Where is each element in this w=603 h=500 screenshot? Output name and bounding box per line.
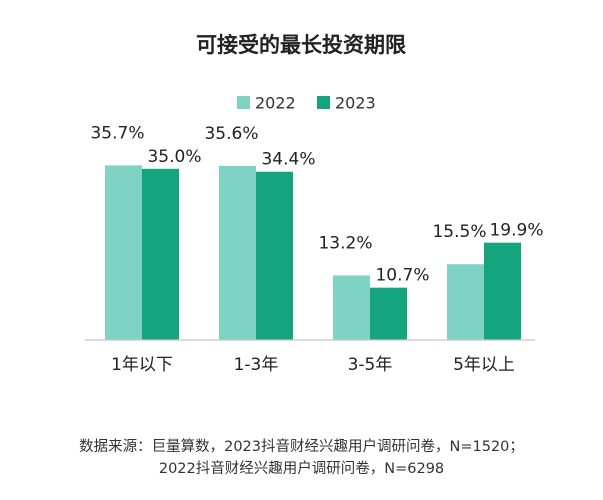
data-label-2023-1: 34.4% xyxy=(261,150,315,170)
legend-swatch-2022 xyxy=(237,96,250,109)
bar-2023-2 xyxy=(370,287,407,340)
chart-title: 可接受的最长投资期限 xyxy=(196,33,406,57)
x-tick-label: 1年以下 xyxy=(111,355,173,375)
bar-2022-0 xyxy=(105,165,142,340)
data-label-2023-0: 35.0% xyxy=(147,147,201,167)
bar-2023-1 xyxy=(256,171,293,340)
bars-group: 35.7%35.0%35.6%34.4% 13.2%10.7% 15.5% 19.9% xyxy=(90,123,544,340)
x-tick-label: 3-5年 xyxy=(348,355,393,375)
source-note: 数据来源：巨量算数，2023抖音财经兴趣用户调研问卷，N=1520； 2022抖… xyxy=(0,436,603,480)
bar-2022-3 xyxy=(447,264,484,340)
bar-2023-0 xyxy=(142,168,179,340)
data-label-2022-0: 35.7% xyxy=(90,123,144,143)
legend-label-2022: 2022 xyxy=(255,94,296,113)
legend-label-2023: 2023 xyxy=(335,94,376,113)
source-line-1: 数据来源：巨量算数，2023抖音财经兴趣用户调研问卷，N=1520； xyxy=(79,439,524,455)
legend-swatch-2023 xyxy=(317,96,330,109)
data-label-2022-1: 35.6% xyxy=(204,124,258,144)
x-tick-label: 5年以上 xyxy=(453,355,515,375)
data-label-2022-3: 15.5% xyxy=(432,222,486,242)
source-line-2: 2022抖音财经兴趣用户调研问卷，N=6298 xyxy=(158,461,445,477)
data-label-2023-3: 19.9% xyxy=(489,221,543,241)
bar-chart: 可接受的最长投资期限 2022 2023 35.7%35.0%35.6%34.4%… xyxy=(85,33,544,375)
bar-2022-2 xyxy=(333,275,370,340)
data-label-2023-2: 10.7% xyxy=(375,266,429,286)
bar-2022-1 xyxy=(219,165,256,340)
data-label-2022-2: 13.2% xyxy=(318,233,372,253)
bar-2023-3 xyxy=(484,242,521,340)
x-tick-labels: 1年以下 1-3年 3-5年 5年以上 xyxy=(111,355,515,375)
legend: 2022 2023 xyxy=(237,94,376,113)
x-tick-label: 1-3年 xyxy=(234,355,279,375)
